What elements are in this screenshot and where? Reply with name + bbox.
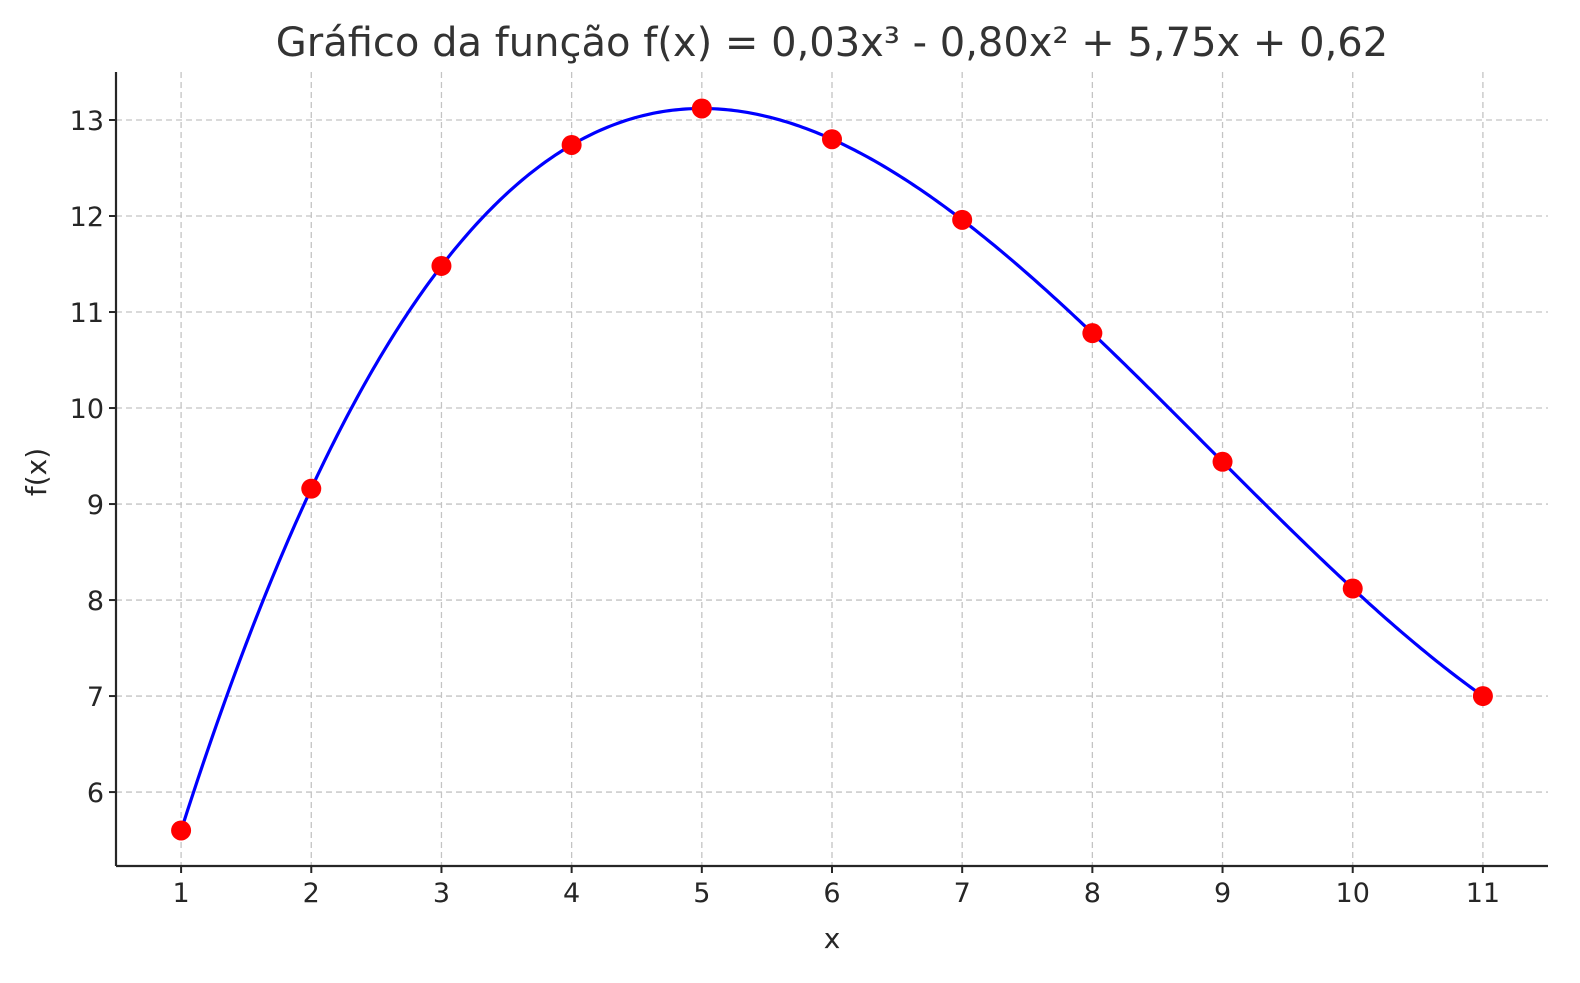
- grid: [116, 72, 1548, 866]
- data-point: [431, 255, 452, 276]
- data-point: [301, 478, 322, 499]
- x-tick-label: 2: [303, 878, 320, 909]
- data-point: [1472, 686, 1493, 707]
- y-tick-label: 9: [87, 490, 104, 521]
- x-tick-label: 4: [563, 878, 580, 909]
- data-point: [1342, 578, 1363, 599]
- x-tick-label: 9: [1214, 878, 1231, 909]
- data-point: [171, 820, 192, 841]
- y-tick-label: 6: [87, 778, 104, 809]
- y-axis-label: f(x): [20, 448, 53, 496]
- x-tick-label: 8: [1084, 878, 1101, 909]
- y-tick-label: 8: [87, 586, 104, 617]
- y-tick-label: 7: [87, 682, 104, 713]
- x-tick-label: 10: [1336, 878, 1370, 909]
- series: [171, 98, 1493, 841]
- chart-title: Gráfico da função f(x) = 0,03x³ - 0,80x²…: [276, 20, 1388, 66]
- y-tick-label: 12: [70, 202, 104, 233]
- x-tick-label: 1: [172, 878, 189, 909]
- data-point: [1212, 451, 1233, 472]
- y-tick-label: 10: [70, 394, 104, 425]
- x-tick-label: 6: [823, 878, 840, 909]
- y-tick-label: 13: [70, 106, 104, 137]
- data-point: [691, 98, 712, 119]
- data-point: [561, 134, 582, 155]
- data-point: [1082, 323, 1103, 344]
- data-point: [822, 129, 842, 150]
- y-tick-label: 11: [70, 298, 104, 329]
- x-tick-label: 11: [1466, 878, 1500, 909]
- x-tick-label: 7: [954, 878, 971, 909]
- x-tick-label: 3: [433, 878, 450, 909]
- x-tick-label: 5: [693, 878, 710, 909]
- x-axis-label: x: [824, 922, 841, 955]
- data-point: [952, 209, 973, 230]
